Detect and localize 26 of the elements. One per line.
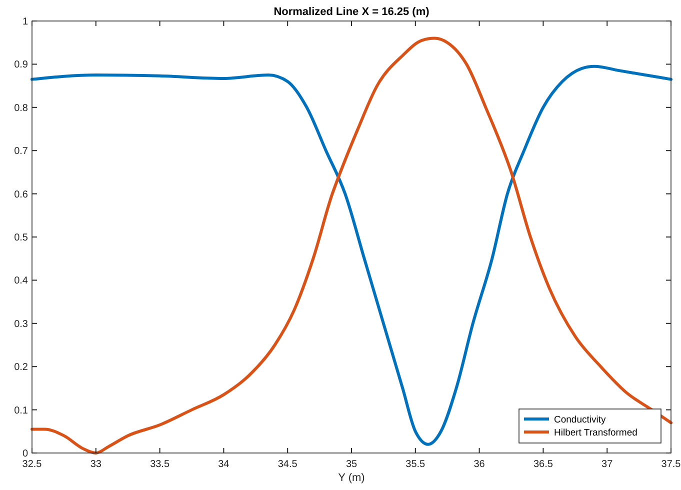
x-tick-label: 36 xyxy=(474,459,486,470)
y-tick-label: 1 xyxy=(22,16,28,28)
y-tick-label: 0.3 xyxy=(14,318,28,330)
y-tick-label: 0.7 xyxy=(14,146,28,158)
x-tick-label: 36.5 xyxy=(533,459,554,470)
legend-label: Conductivity xyxy=(554,414,606,426)
y-tick-label: 0.5 xyxy=(14,232,28,244)
x-tick-label: 34.5 xyxy=(278,459,298,470)
y-tick-label: 0.8 xyxy=(14,102,28,114)
legend-label: Hilbert Transformed xyxy=(554,428,638,438)
y-tick-label: 0.2 xyxy=(14,362,28,374)
x-tick-label: 37 xyxy=(602,459,614,470)
y-tick-label: 0 xyxy=(22,448,28,460)
y-tick-label: 0.4 xyxy=(14,276,28,287)
chart-title: Normalized Line X = 16.25 (m) xyxy=(274,6,430,18)
y-tick-label: 0.6 xyxy=(14,189,28,200)
x-tick-label: 37.5 xyxy=(661,459,681,470)
x-tick-label: 33 xyxy=(90,459,102,470)
x-tick-label: 35.5 xyxy=(406,459,426,470)
x-axis-title: Y (m) xyxy=(338,472,365,484)
x-tick-label: 35 xyxy=(346,459,358,470)
y-tick-label: 0.9 xyxy=(14,60,28,71)
x-tick-label: 32.5 xyxy=(22,459,42,470)
x-tick-label: 33.5 xyxy=(150,459,170,470)
x-tick-label: 34 xyxy=(218,459,230,470)
y-tick-label: 0.1 xyxy=(14,405,28,416)
